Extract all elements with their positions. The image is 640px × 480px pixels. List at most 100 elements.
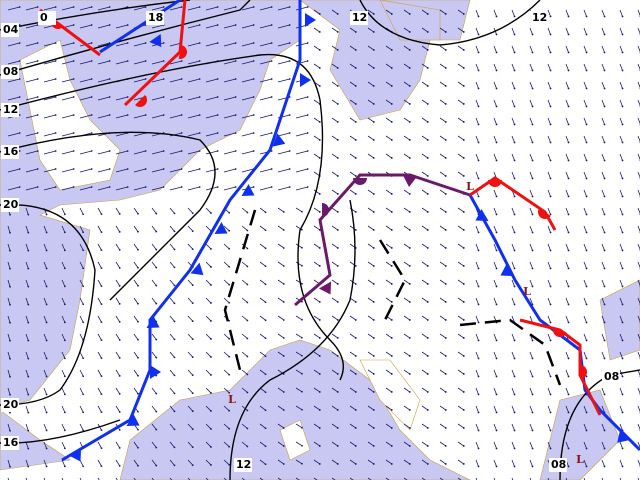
wind-arrow	[367, 189, 375, 195]
wind-arrow	[475, 117, 479, 125]
wind-arrow	[529, 261, 533, 269]
wind-arrow	[421, 441, 429, 447]
wind-head	[162, 6, 165, 8]
wind-arrow	[619, 171, 623, 179]
wind-arrow	[529, 45, 533, 53]
wind-head	[173, 248, 176, 251]
wind-head	[531, 357, 534, 360]
wind-head	[408, 103, 411, 105]
wind-arrow	[349, 117, 357, 123]
wind-arrow	[115, 279, 121, 287]
wind-head	[621, 33, 624, 36]
wind-arrow	[475, 441, 479, 449]
wind-arrow	[97, 405, 102, 413]
wind-head	[585, 375, 588, 378]
wind-arrow	[349, 387, 357, 393]
wind-head	[264, 301, 267, 304]
wind-head	[567, 159, 570, 162]
wind-arrow	[493, 117, 497, 125]
wind-arrow	[637, 9, 640, 17]
wind-arrow	[637, 405, 640, 413]
wind-arrow	[97, 261, 102, 269]
wind-arrow	[367, 279, 375, 285]
wind-arrow	[439, 99, 447, 105]
wind-head	[9, 393, 11, 396]
wind-arrow	[295, 150, 308, 155]
wind-arrow	[619, 99, 623, 107]
wind-head	[426, 409, 429, 411]
triangle	[272, 133, 286, 147]
wind-head	[82, 411, 85, 414]
wind-head	[82, 285, 85, 288]
wind-head	[318, 49, 321, 51]
wind-head	[318, 211, 321, 213]
wind-head	[477, 429, 480, 432]
wind-head	[144, 42, 147, 44]
wind-head	[621, 123, 624, 126]
wind-head	[301, 426, 303, 429]
wind-arrow	[43, 423, 47, 431]
wind-arrow	[475, 27, 479, 35]
wind-arrow	[7, 387, 11, 395]
wind-head	[270, 114, 273, 116]
wind-arrow	[439, 459, 447, 465]
wind-head	[585, 267, 588, 270]
wind-arrow	[367, 45, 375, 51]
wind-arrow	[331, 171, 339, 177]
wind-head	[198, 6, 201, 8]
cold-symbol	[150, 365, 161, 379]
wind-head	[585, 357, 588, 360]
wind-arrow	[295, 423, 303, 429]
wind-arrow	[385, 351, 393, 357]
wind-arrow	[439, 261, 447, 267]
wind-head	[282, 319, 285, 321]
wind-head	[495, 51, 498, 54]
wind-arrow	[169, 168, 182, 173]
wind-head	[462, 103, 465, 105]
wind-head	[282, 337, 285, 339]
wind-arrow	[547, 369, 551, 377]
wind-head	[137, 392, 139, 395]
wind-head	[210, 284, 212, 286]
wind-arrow	[601, 441, 605, 449]
wind-head	[318, 193, 321, 195]
wind-head	[390, 67, 393, 69]
wind-arrow	[583, 81, 587, 89]
semicircle	[488, 180, 502, 187]
wind-arrow	[547, 423, 551, 431]
wind-arrow	[349, 423, 357, 429]
wind-arrow	[547, 261, 551, 269]
wind-arrow	[43, 441, 47, 449]
wind-head	[513, 69, 516, 72]
wind-arrow	[79, 423, 84, 431]
wind-arrow	[331, 243, 339, 249]
wind-arrow	[133, 168, 146, 173]
wind-head	[90, 150, 93, 152]
wind-head	[155, 338, 158, 341]
wind-arrow	[601, 207, 605, 215]
wind-arrow	[313, 135, 321, 141]
wind-arrow	[97, 243, 102, 251]
isobar-label: 12	[236, 458, 251, 471]
wind-arrow	[7, 351, 11, 359]
wind-head	[72, 78, 75, 80]
wind-arrow	[277, 42, 290, 47]
wind-arrow	[7, 261, 11, 269]
wind-arrow	[601, 477, 604, 480]
wind-arrow	[169, 60, 182, 65]
wind-head	[288, 114, 291, 116]
wind-arrow	[259, 243, 266, 249]
wind-head	[603, 357, 606, 360]
wind-head	[426, 31, 429, 33]
wind-arrow	[277, 387, 284, 393]
cold-front	[99, 0, 181, 54]
wind-arrow	[529, 27, 533, 35]
wind-arrow	[547, 81, 551, 89]
wind-head	[477, 123, 480, 126]
wind-head	[318, 355, 321, 357]
wind-head	[27, 303, 30, 306]
wind-head	[336, 211, 339, 213]
wind-arrow	[115, 168, 128, 173]
wind-head	[567, 15, 570, 18]
isobar-label: 16	[3, 145, 19, 158]
